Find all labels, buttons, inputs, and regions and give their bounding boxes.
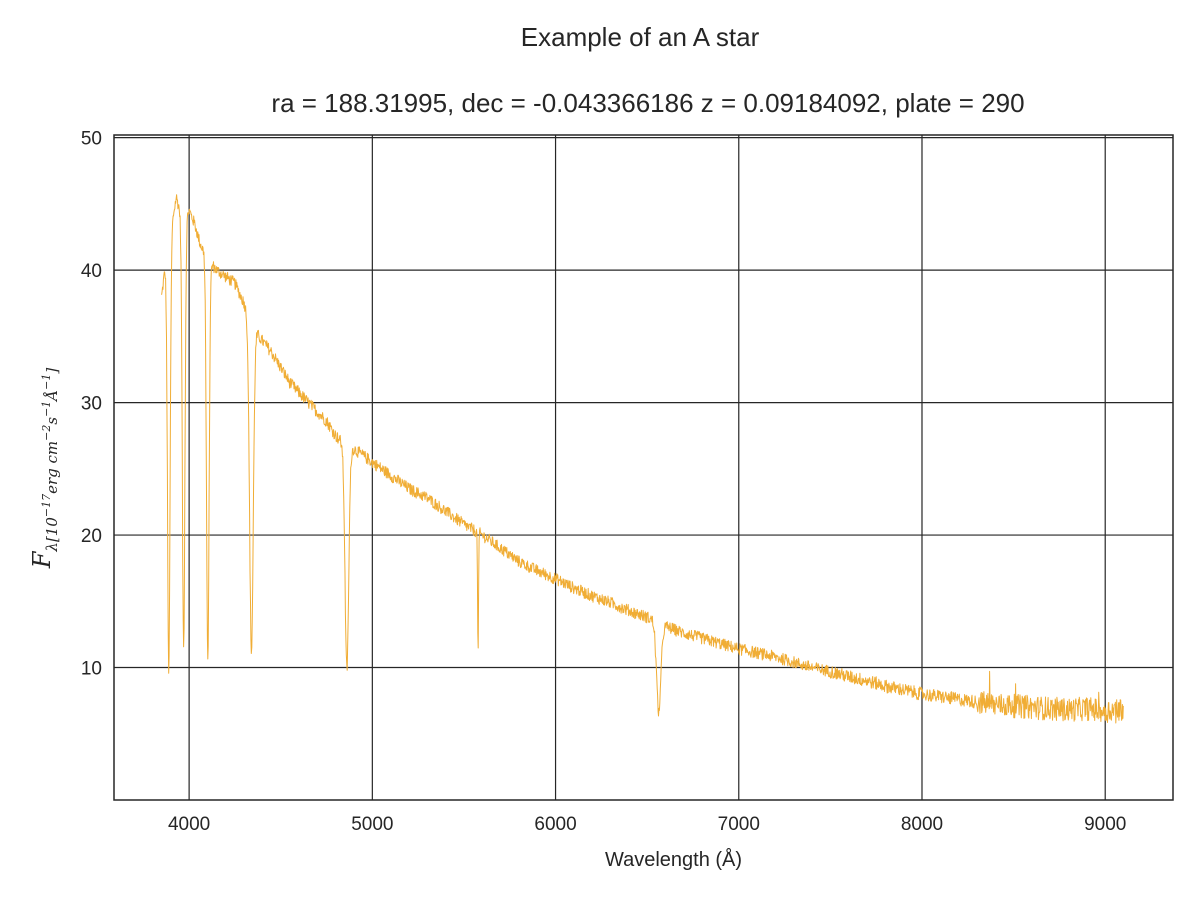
chart-title: Example of an A star — [520, 22, 760, 52]
plot-frame — [113, 134, 1174, 801]
y-tick-label: 30 — [81, 394, 102, 415]
y-axis-ticks: 10 20 30 40 50 — [81, 129, 102, 680]
grid — [114, 135, 1173, 800]
chart-subtitle: ra = 188.31995, dec = -0.043366186 z = 0… — [271, 88, 1025, 118]
x-axis-ticks: 4000 5000 6000 7000 8000 9000 — [168, 814, 1126, 835]
x-axis-label: Wavelength (Å) — [605, 848, 742, 871]
y-tick-label: 10 — [81, 659, 102, 680]
x-tick-label: 9000 — [1084, 814, 1126, 835]
x-tick-label: 8000 — [901, 814, 943, 835]
y-axis-label: Fλ[10−17erg cm−2s−1Å−1] — [28, 368, 61, 570]
x-tick-label: 6000 — [534, 814, 576, 835]
y-axis-label-text: Fλ[10−17erg cm−2s−1Å−1] — [28, 368, 61, 570]
x-tick-label: 4000 — [168, 814, 210, 835]
plot-area — [161, 194, 1124, 724]
x-tick-label: 5000 — [351, 814, 393, 835]
y-tick-label: 20 — [81, 526, 102, 547]
spectrum-line — [161, 194, 1124, 724]
y-tick-label: 40 — [81, 261, 102, 282]
x-tick-label: 7000 — [718, 814, 760, 835]
y-tick-label: 50 — [81, 129, 102, 150]
